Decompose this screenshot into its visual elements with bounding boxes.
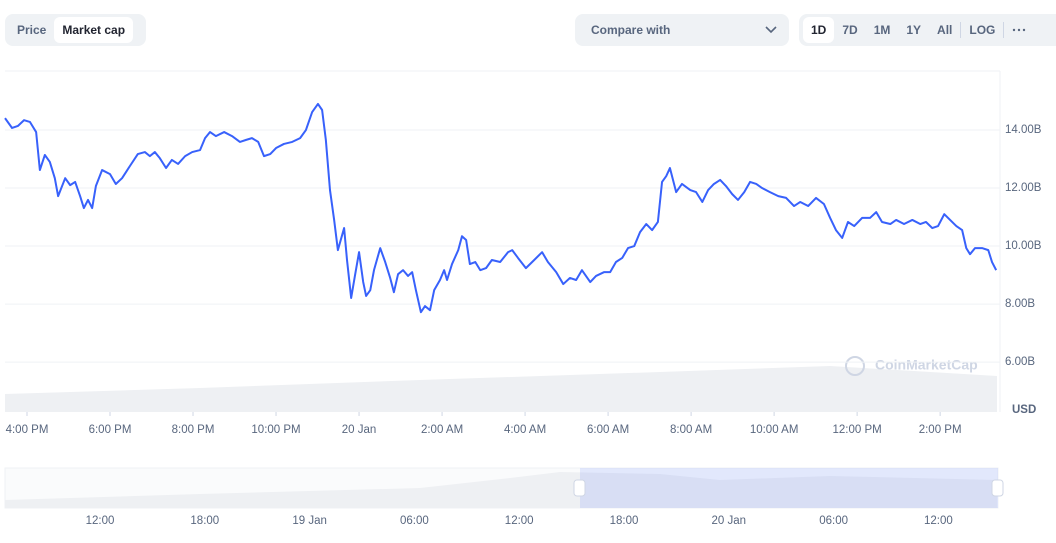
x-tick-label: 10:00 PM [251, 424, 300, 436]
more-button[interactable] [1004, 25, 1034, 35]
y-tick-label: 6.00B [1005, 356, 1035, 368]
chevron [765, 26, 777, 34]
watermark-logo [845, 356, 865, 376]
y-tick-label: 8.00B [1005, 298, 1035, 310]
x-tick-label: 6:00 AM [587, 424, 629, 436]
navigator-area [5, 472, 997, 508]
y-tick-label: 10.00B [1005, 240, 1042, 252]
watermark-text: CoinMarketCap [875, 357, 978, 373]
y-axis-label: USD [1012, 404, 1036, 416]
watermark: CoinMarketCap [845, 356, 978, 376]
navigator-label: 20 Jan [712, 515, 747, 527]
x-tick-label: 8:00 AM [670, 424, 712, 436]
navigator-label: 18:00 [610, 515, 639, 527]
divider [1003, 22, 1005, 38]
range-1m[interactable]: 1M [873, 23, 891, 37]
log-toggle[interactable]: LOG [969, 23, 996, 37]
navigator-label: 06:00 [819, 515, 848, 527]
price-line [4, 102, 998, 314]
navigator-label: 18:00 [190, 515, 219, 527]
navigator-label: 12:00 [924, 515, 953, 527]
x-tick-label: 8:00 PM [172, 424, 215, 436]
compare-label: Compare with [591, 23, 671, 37]
navigator-label: 12:00 [86, 515, 115, 527]
compare-dropdown[interactable]: Compare with [575, 14, 789, 46]
divider [960, 22, 962, 38]
navigator-handle[interactable] [991, 479, 1004, 497]
range-1d[interactable]: 1D [803, 17, 835, 43]
x-tick-label: 4:00 AM [504, 424, 546, 436]
range-all[interactable]: All [937, 23, 953, 37]
range-tabs: 1D 7D 1M 1Y All LOG [799, 14, 1056, 46]
x-tick-label: 2:00 PM [919, 424, 962, 436]
navigator-label: 19 Jan [292, 515, 327, 527]
tab-market-cap[interactable]: Market cap [54, 17, 134, 43]
navigator-label: 06:00 [400, 515, 429, 527]
x-tick-label: 10:00 AM [750, 424, 799, 436]
x-tick-label: 12:00 PM [833, 424, 882, 436]
x-tick-label: 20 Jan [342, 424, 377, 436]
y-tick-label: 12.00B [1005, 182, 1042, 194]
range-1y[interactable]: 1Y [906, 23, 922, 37]
navigator-handle[interactable] [573, 479, 586, 497]
x-tick-label: 6:00 PM [89, 424, 132, 436]
navigator-label: 12:00 [505, 515, 534, 527]
navigator-selection[interactable] [580, 468, 998, 508]
x-tick-label: 2:00 AM [421, 424, 463, 436]
volume-area [5, 366, 997, 412]
range-7d[interactable]: 7D [842, 23, 858, 37]
y-tick-label: 14.00B [1005, 124, 1042, 136]
tab-price[interactable]: Price [17, 23, 47, 37]
metric-tabs: Price Market cap [5, 14, 146, 46]
x-tick-label: 4:00 PM [6, 424, 49, 436]
